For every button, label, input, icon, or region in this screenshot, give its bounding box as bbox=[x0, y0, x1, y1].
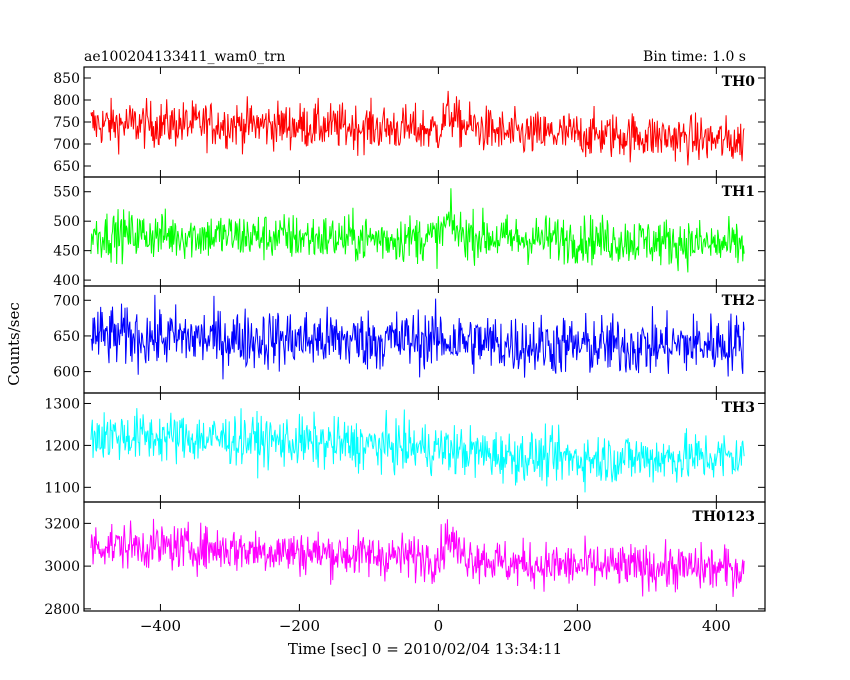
y-tick-label: 3200 bbox=[44, 516, 80, 532]
series-line-th0 bbox=[90, 90, 745, 166]
y-tick-label: 700 bbox=[53, 137, 80, 153]
y-tick-label: 1100 bbox=[44, 480, 80, 496]
x-tick-label: −400 bbox=[140, 617, 181, 635]
x-tick-label: 200 bbox=[563, 617, 592, 635]
x-tick-label: −200 bbox=[279, 617, 320, 635]
panel-th1: 400 450 500 550 TH1 bbox=[53, 176, 766, 289]
panel-th3: 1100 1200 1300 TH3 bbox=[44, 392, 766, 503]
y-tick-label: 3000 bbox=[44, 559, 80, 575]
y-tick-label: 700 bbox=[53, 293, 80, 309]
bin-time-label: Bin time: 1.0 s bbox=[643, 49, 746, 65]
series-line-th1 bbox=[90, 188, 745, 273]
y-tick-label: 450 bbox=[53, 244, 80, 260]
x-tick-labels: −400 −200 0 200 400 bbox=[140, 617, 731, 635]
y-axis-label: Counts/sec bbox=[5, 302, 23, 386]
panel-label-th0123: TH0123 bbox=[692, 509, 755, 525]
panel-th0: 650 700 750 800 850 TH0 bbox=[53, 66, 766, 178]
y-tick-label: 1300 bbox=[44, 396, 80, 412]
panel-frame bbox=[83, 66, 766, 178]
panel-th0123: 2800 3000 3200 TH0123 bbox=[44, 501, 766, 618]
panel-label-th1: TH1 bbox=[722, 184, 755, 200]
y-tick-label: 600 bbox=[53, 365, 80, 381]
y-tick-label: 750 bbox=[53, 115, 80, 131]
panel-frame bbox=[83, 501, 766, 612]
x-tick-label: 400 bbox=[702, 617, 731, 635]
y-tick-label: 850 bbox=[53, 71, 80, 87]
panel-label-th3: TH3 bbox=[722, 400, 755, 416]
y-tick-label: 800 bbox=[53, 93, 80, 109]
y-tick-label: 1200 bbox=[44, 438, 80, 454]
x-axis-label: Time [sec] 0 = 2010/02/04 13:34:11 bbox=[288, 640, 562, 658]
panel-frame bbox=[83, 176, 766, 287]
y-tick-label: 400 bbox=[53, 273, 80, 289]
x-tick-label: 0 bbox=[434, 617, 444, 635]
series-line-th0123 bbox=[90, 518, 745, 597]
panel-label-th0: TH0 bbox=[722, 74, 756, 90]
panels: 650 700 750 800 850 TH0 400 450 500 550 TH1 600 650 7… bbox=[44, 66, 766, 618]
series-line-th3 bbox=[90, 408, 745, 493]
y-tick-label: 2800 bbox=[44, 602, 80, 618]
panel-th2: 600 650 700 TH2 bbox=[53, 285, 766, 394]
panel-label-th2: TH2 bbox=[722, 293, 755, 309]
y-tick-label: 650 bbox=[53, 329, 80, 345]
chart-title: ae100204133411_wam0_trn bbox=[84, 49, 285, 65]
y-tick-label: 500 bbox=[53, 214, 80, 230]
y-tick-label: 650 bbox=[53, 159, 80, 175]
series-line-th2 bbox=[90, 294, 745, 380]
y-tick-label: 550 bbox=[53, 185, 80, 201]
